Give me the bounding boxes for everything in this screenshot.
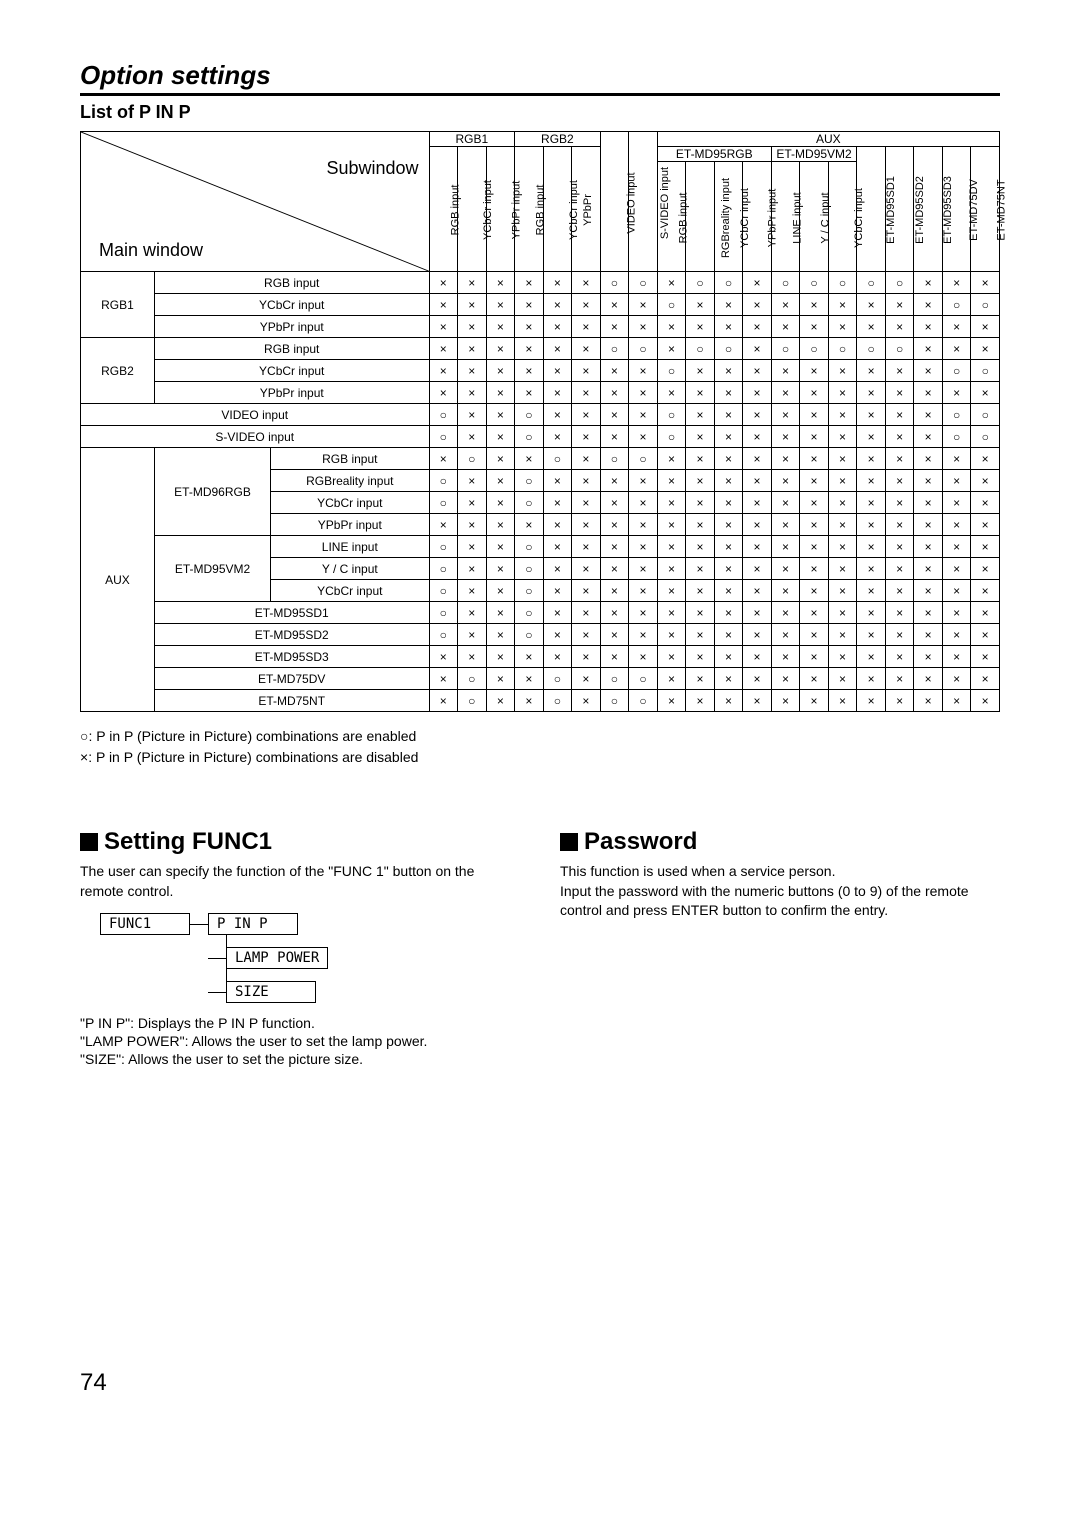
square-bullet-icon	[80, 833, 98, 851]
func1-definitions: "P IN P": Displays the P IN P function. …	[80, 1015, 520, 1067]
pip-matrix-table: SubwindowMain windowRGB1RGB2VIDEO inputS…	[80, 131, 1000, 712]
legend: ○: P in P (Picture in Picture) combinati…	[80, 726, 1000, 768]
legend-disabled-symbol: ×	[80, 749, 88, 765]
menu-root: FUNC1	[100, 913, 190, 935]
section-subtitle: List of P IN P	[80, 102, 1000, 123]
page-number: 74	[80, 1369, 1000, 1397]
page-title: Option settings	[80, 60, 1000, 96]
password-section: Password This function is used when a se…	[560, 828, 1000, 1069]
menu-item-pinp: P IN P	[208, 913, 298, 935]
menu-item-lamp: LAMP POWER	[226, 947, 328, 969]
square-bullet-icon	[560, 833, 578, 851]
func1-heading: Setting FUNC1	[104, 828, 272, 855]
legend-enabled-text: : P in P (Picture in Picture) combinatio…	[88, 728, 416, 744]
menu-item-size: SIZE	[226, 981, 316, 1003]
password-text: This function is used when a service per…	[560, 862, 1000, 921]
func1-intro: The user can specify the function of the…	[80, 862, 520, 901]
legend-disabled-text: : P in P (Picture in Picture) combinatio…	[88, 749, 418, 765]
func1-menu-diagram: FUNC1 P IN P LAMP POWER SIZE	[100, 913, 520, 1003]
password-heading: Password	[584, 828, 697, 855]
func1-section: Setting FUNC1 The user can specify the f…	[80, 828, 520, 1069]
